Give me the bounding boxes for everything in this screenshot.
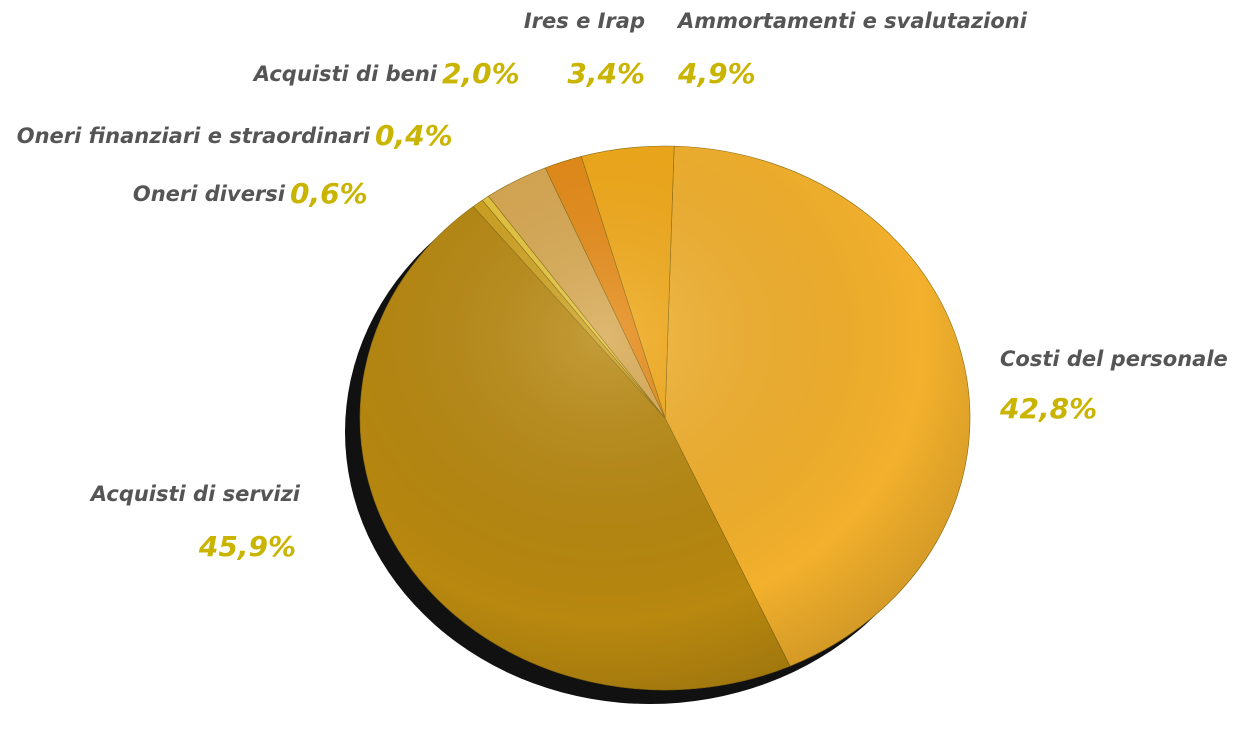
slice-label: Acquisti di servizi (89, 482, 301, 506)
slice-label: Oneri diversi (133, 182, 286, 206)
slice-label: Ammortamenti e svalutazioni (676, 9, 1028, 33)
slice-label: Ires e Irap (524, 9, 645, 33)
value-label: 0,6% (290, 177, 368, 210)
labels: Costi del personale 42,8% Acquisti di serv… (17, 9, 1228, 563)
value-label: 0,4% (375, 119, 453, 152)
pie (359, 145, 971, 691)
value-label: 45,9% (198, 530, 296, 563)
slice-label: Acquisti di beni (252, 62, 438, 86)
value-label: 4,9% (677, 57, 756, 90)
slice-label: Oneri finanziari e straordinari (17, 124, 371, 148)
slice-label: Costi del personale (1000, 347, 1228, 371)
value-label: 2,0% (442, 57, 520, 90)
value-label: 42,8% (999, 392, 1097, 425)
value-label: 3,4% (567, 57, 645, 90)
